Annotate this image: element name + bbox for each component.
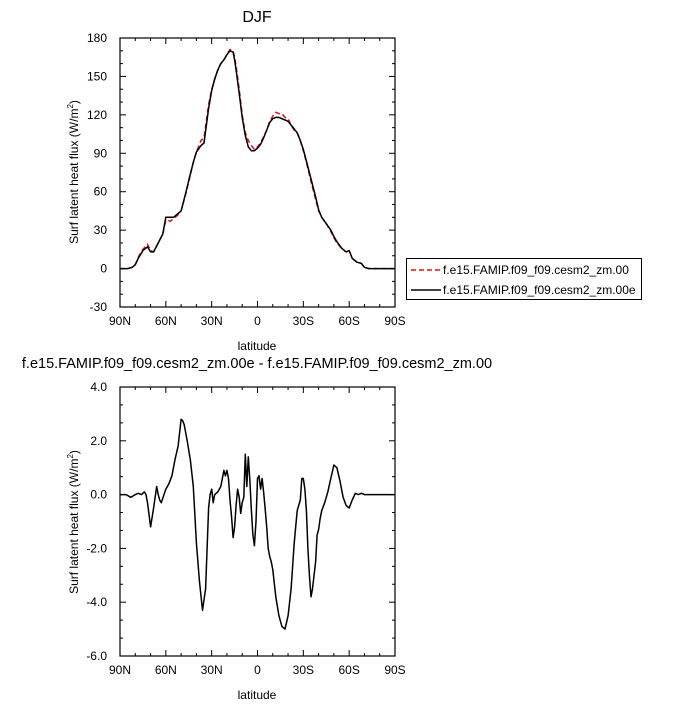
- top-chart-series: [120, 48, 395, 270]
- top-xtick-label: 0: [254, 314, 261, 328]
- bottom-chart-difference: f.e15.FAMIP.f09_f09.cesm2_zm.00e - f.e15…: [22, 356, 492, 702]
- top-xtick-label: 60S: [338, 314, 359, 328]
- top-ytick-label: 90: [94, 146, 108, 160]
- bottom-ytick-label: 2.0: [90, 434, 107, 448]
- bottom-chart-ylabel: Surf latent heat flux (W/m2): [66, 450, 81, 594]
- top-xtick-label: 90S: [384, 314, 405, 328]
- top-ytick-label: 60: [94, 185, 108, 199]
- bottom-xtick-label: 90S: [384, 663, 405, 677]
- top-xtick-label: 90N: [109, 314, 131, 328]
- bottom-xtick-label: 0: [254, 663, 261, 677]
- bottom-xtick-label: 90N: [109, 663, 131, 677]
- top-xtick-label: 60N: [155, 314, 177, 328]
- legend-label-00e: f.e15.FAMIP.f09_f09.cesm2_zm.00e: [443, 283, 636, 297]
- bottom-ytick-label: 0.0: [90, 488, 107, 502]
- legend-label-00: f.e15.FAMIP.f09_f09.cesm2_zm.00: [443, 263, 629, 277]
- top-ytick-label: 180: [87, 31, 107, 45]
- top-chart-ylabel: Surf latent heat flux (W/m2): [66, 100, 81, 244]
- bottom-series-line-0: [120, 418, 395, 630]
- top-xtick-label: 30S: [293, 314, 314, 328]
- bottom-xtick-label: 60N: [155, 663, 177, 677]
- legend-item-00: f.e15.FAMIP.f09_f09.cesm2_zm.00: [407, 260, 641, 280]
- legend: f.e15.FAMIP.f09_f09.cesm2_zm.00 f.e15.FA…: [406, 258, 642, 300]
- legend-item-00e: f.e15.FAMIP.f09_f09.cesm2_zm.00e: [407, 280, 641, 300]
- top-chart-xlabel: latitude: [238, 339, 277, 353]
- bottom-ytick-label: -6.0: [86, 649, 107, 663]
- bottom-chart-series: [120, 418, 395, 630]
- bottom-ytick-label: 4.0: [90, 380, 107, 394]
- bottom-xtick-label: 60S: [338, 663, 359, 677]
- bottom-ytick-label: -2.0: [86, 541, 107, 555]
- bottom-xtick-label: 30N: [201, 663, 223, 677]
- top-ytick-label: 120: [87, 108, 107, 122]
- top-chart-axes: 90N 60N 30N 0 30S 60S 90S -30 0 30 60 90 120 150 180: [87, 31, 406, 328]
- top-series-line-1: [120, 50, 395, 270]
- bottom-chart-xlabel: latitude: [238, 688, 277, 702]
- bottom-chart-axes: 90N 60N 30N 0 30S 60S 90S -6.0 -4.0 -2.0 0.0 2.0 4.0: [86, 380, 405, 677]
- bottom-chart-frame: [119, 386, 396, 657]
- top-ytick-label: 150: [87, 69, 107, 83]
- bottom-chart-title: f.e15.FAMIP.f09_f09.cesm2_zm.00e - f.e15…: [22, 356, 492, 372]
- top-ytick-label: -30: [90, 300, 108, 314]
- bottom-ytick-label: -4.0: [86, 595, 107, 609]
- top-xtick-label: 30N: [201, 314, 223, 328]
- bottom-xtick-label: 30S: [293, 663, 314, 677]
- top-ytick-label: 30: [94, 223, 108, 237]
- legend-line-solid-black: [411, 289, 441, 291]
- top-chart-title: DJF: [242, 9, 272, 26]
- legend-line-dashed-red: [411, 269, 441, 271]
- top-ytick-label: 0: [100, 262, 107, 276]
- top-chart-djf: DJF 90N 60N 30N 0 30S 60S 90S -30 0 30 60 90 120 150 1…: [66, 9, 406, 353]
- top-chart-frame: [119, 37, 396, 308]
